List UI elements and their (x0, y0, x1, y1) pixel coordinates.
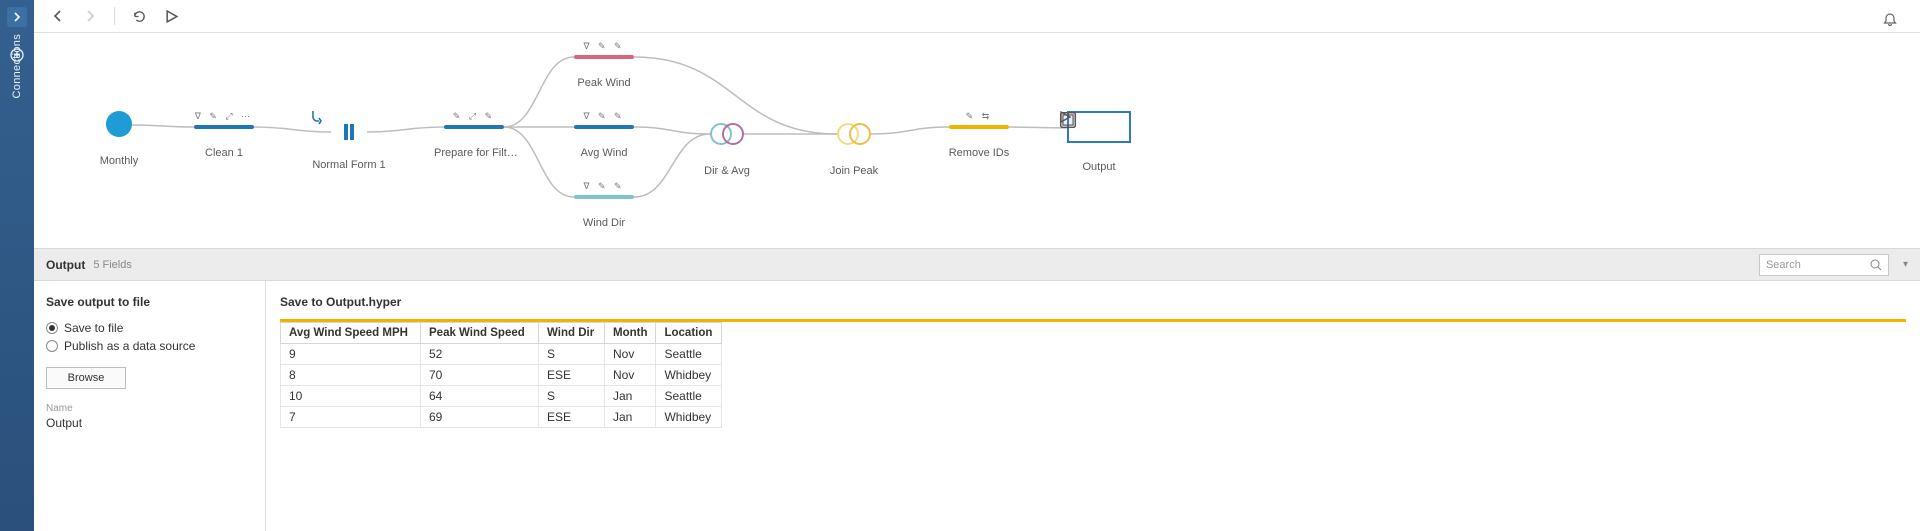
table-cell: ESE (539, 365, 605, 386)
flow-node-label: Wind Dir (564, 217, 644, 229)
name-field-label: Name (46, 403, 253, 414)
forward-button[interactable] (76, 3, 104, 29)
top-toolbar (0, 0, 1920, 33)
table-cell: 8 (281, 365, 421, 386)
flow-node-label: Normal Form 1 (309, 159, 389, 171)
flow-node-label: Peak Wind (564, 77, 644, 89)
table-cell: Nov (605, 365, 656, 386)
table-header[interactable]: Avg Wind Speed MPH (281, 323, 421, 344)
back-button[interactable] (44, 3, 72, 29)
table-cell: Seattle (656, 386, 722, 407)
flow-node-normal[interactable]: Normal Form 1 (309, 111, 389, 171)
table-row[interactable]: 1064SJanSeattle (281, 386, 722, 407)
browse-button[interactable]: Browse (46, 367, 126, 389)
step-icons: ✎ ⇆ (939, 111, 1019, 123)
flow-node-monthly[interactable]: Monthly (79, 111, 159, 167)
name-field-value: Output (46, 416, 253, 430)
flow-node-peak[interactable]: ∇ ✎ ✎ Peak Wind (564, 41, 644, 89)
table-header[interactable]: Month (605, 323, 656, 344)
flow-node-output[interactable]: Output (1059, 111, 1139, 173)
flow-node-label: Output (1059, 161, 1139, 173)
table-cell: Whidbey (656, 365, 722, 386)
step-icons: ∇ ✎ ✎ (564, 41, 644, 53)
table-cell: 52 (421, 344, 539, 365)
preview-heading: Save to Output.hyper (280, 295, 1906, 309)
search-placeholder: Search (1766, 259, 1801, 271)
panel-title: Output (46, 258, 85, 272)
table-cell: Jan (605, 386, 656, 407)
run-output-icon[interactable] (1059, 111, 1071, 123)
flow-node-joinpeak[interactable]: Join Peak (814, 111, 894, 177)
flow-node-diravg[interactable]: Dir & Avg (687, 111, 767, 177)
datasource-icon (79, 111, 93, 125)
output-preview-pane: Save to Output.hyper Avg Wind Speed MPHP… (266, 281, 1920, 531)
step-icons: ✎ ⤢ ✎ (434, 111, 514, 123)
flow-node-label: Clean 1 (184, 147, 264, 159)
flow-node-label: Prepare for Filt… (434, 147, 514, 159)
table-cell: Jan (605, 407, 656, 428)
table-cell: Whidbey (656, 407, 722, 428)
step-icons: ∇ ✎ ⤢ ⋯ (184, 111, 264, 123)
table-cell: 9 (281, 344, 421, 365)
save-to-file-radio[interactable]: Save to file (46, 321, 253, 335)
preview-table: Avg Wind Speed MPHPeak Wind SpeedWind Di… (280, 322, 722, 428)
flow-node-label: Monthly (79, 155, 159, 167)
output-node-box[interactable] (1067, 111, 1131, 143)
save-heading: Save output to file (46, 295, 253, 309)
flow-node-avg[interactable]: ∇ ✎ ✎ Avg Wind (564, 111, 644, 159)
flow-node-label: Dir & Avg (687, 165, 767, 177)
table-cell: S (539, 344, 605, 365)
flow-node-label: Remove IDs (939, 147, 1019, 159)
flow-node-winddir[interactable]: ∇ ✎ ✎ Wind Dir (564, 181, 644, 229)
flow-node-label: Join Peak (814, 165, 894, 177)
table-row[interactable]: 769ESEJanWhidbey (281, 407, 722, 428)
table-header[interactable]: Wind Dir (539, 323, 605, 344)
table-cell: 70 (421, 365, 539, 386)
radio-icon (46, 340, 58, 352)
radio-label: Save to file (64, 321, 123, 335)
table-cell: Nov (605, 344, 656, 365)
table-cell: Seattle (656, 344, 722, 365)
run-flow-button[interactable] (157, 3, 185, 29)
flow-node-clean1[interactable]: ∇ ✎ ⤢ ⋯ Clean 1 (184, 111, 264, 159)
alerts-button[interactable] (1876, 7, 1904, 33)
flow-node-remove[interactable]: ✎ ⇆ Remove IDs (939, 111, 1019, 159)
panel-collapse-button[interactable]: ▾ (1903, 259, 1908, 270)
panel-search-input[interactable]: Search (1759, 254, 1889, 276)
expand-sidebar-button[interactable] (7, 7, 27, 27)
radio-label: Publish as a data source (64, 339, 195, 353)
save-output-pane: Save output to file Save to file Publish… (34, 281, 266, 531)
table-cell: 10 (281, 386, 421, 407)
table-cell: S (539, 386, 605, 407)
table-row[interactable]: 952SNovSeattle (281, 344, 722, 365)
table-header[interactable]: Peak Wind Speed (421, 323, 539, 344)
search-icon (1870, 259, 1882, 271)
flow-node-label: Avg Wind (564, 147, 644, 159)
refresh-button[interactable] (125, 3, 153, 29)
flow-canvas[interactable]: Monthly ∇ ✎ ⤢ ⋯ Clean 1 Normal Form 1 ✎ ⤢ ✎ P… (34, 33, 1920, 248)
output-panel-header: Output 5 Fields Search ▾ (34, 248, 1920, 281)
table-cell: ESE (539, 407, 605, 428)
table-cell: 64 (421, 386, 539, 407)
panel-subtitle: 5 Fields (93, 259, 132, 271)
table-cell: 69 (421, 407, 539, 428)
radio-icon (46, 322, 58, 334)
publish-radio[interactable]: Publish as a data source (46, 339, 253, 353)
output-panel-body: Save output to file Save to file Publish… (34, 281, 1920, 531)
table-header[interactable]: Location (656, 323, 722, 344)
connections-sidebar: Connections (0, 0, 34, 531)
flow-node-prep[interactable]: ✎ ⤢ ✎ Prepare for Filt… (434, 111, 514, 159)
step-icons: ∇ ✎ ✎ (564, 111, 644, 123)
sidebar-label: Connections (11, 34, 23, 98)
step-icons: ∇ ✎ ✎ (564, 181, 644, 193)
table-cell: 7 (281, 407, 421, 428)
table-row[interactable]: 870ESENovWhidbey (281, 365, 722, 386)
